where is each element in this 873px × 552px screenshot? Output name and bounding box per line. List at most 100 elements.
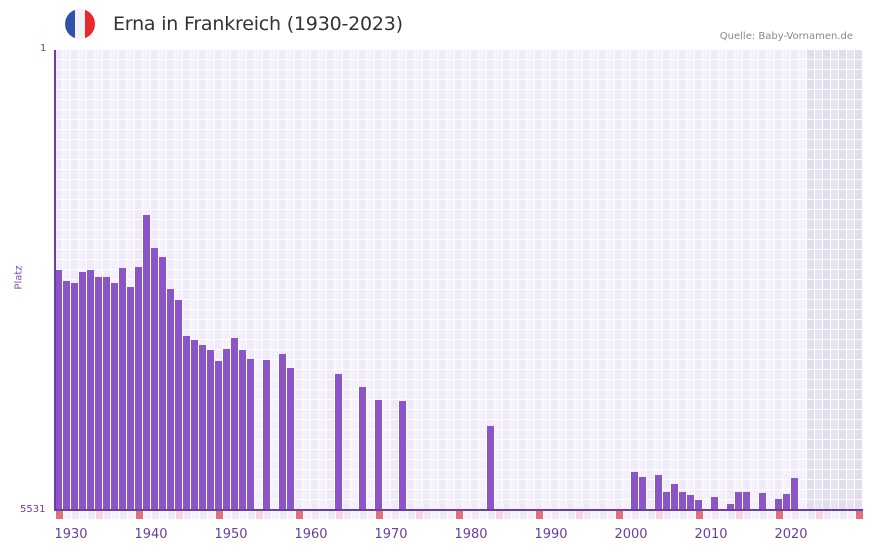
grid-cell — [287, 290, 295, 300]
grid-cell — [239, 70, 247, 80]
bar-1958[interactable] — [279, 354, 286, 510]
grid-cell — [527, 200, 535, 210]
bar-2015[interactable] — [735, 492, 742, 510]
grid-cell — [839, 240, 847, 250]
bar-1932[interactable] — [71, 283, 78, 510]
grid-cell — [695, 460, 703, 470]
bar-2012[interactable] — [711, 497, 718, 510]
grid-cell — [847, 310, 855, 320]
bar-2010[interactable] — [695, 500, 702, 510]
bar-2008[interactable] — [679, 492, 686, 510]
grid-cell — [799, 250, 807, 260]
bar-1938[interactable] — [119, 268, 126, 510]
bar-2022[interactable] — [791, 478, 798, 510]
grid-cell — [511, 120, 519, 130]
bar-1935[interactable] — [95, 277, 102, 510]
bar-2005[interactable] — [655, 475, 662, 510]
bar-1984[interactable] — [487, 426, 494, 510]
bar-1936[interactable] — [103, 277, 110, 510]
bar-1946[interactable] — [183, 336, 190, 510]
grid-cell — [647, 470, 655, 480]
grid-cell — [367, 330, 375, 340]
bar-2020[interactable] — [775, 499, 782, 510]
grid-cell — [855, 240, 863, 250]
grid-cell — [455, 260, 463, 270]
grid-cell — [559, 90, 567, 100]
bar-1939[interactable] — [127, 287, 134, 510]
bar-2014[interactable] — [727, 504, 734, 510]
grid-cell — [359, 150, 367, 160]
bar-1933[interactable] — [79, 272, 86, 510]
grid-cell — [663, 190, 671, 200]
grid-cell — [79, 160, 87, 170]
bar-1954[interactable] — [247, 359, 254, 510]
bar-2002[interactable] — [631, 472, 638, 510]
bar-1940[interactable] — [135, 267, 142, 510]
grid-cell — [495, 380, 503, 390]
grid-cell — [735, 70, 743, 80]
bar-2003[interactable] — [639, 477, 646, 510]
bar-2007[interactable] — [671, 484, 678, 510]
bar-1945[interactable] — [175, 300, 182, 510]
grid-cell — [351, 360, 359, 370]
grid-cell — [543, 300, 551, 310]
grid-cell — [151, 130, 159, 140]
grid-cell — [735, 300, 743, 310]
bar-1943[interactable] — [159, 257, 166, 510]
grid-cell — [567, 180, 575, 190]
bar-1934[interactable] — [87, 270, 94, 510]
grid-cell — [103, 130, 111, 140]
bar-2018[interactable] — [759, 493, 766, 510]
grid-cell — [855, 490, 863, 500]
grid-cell — [431, 230, 439, 240]
half-decade-marker — [736, 511, 743, 519]
grid-cell — [527, 390, 535, 400]
bar-1952[interactable] — [231, 338, 238, 510]
grid-cell — [639, 330, 647, 340]
bar-1953[interactable] — [239, 350, 246, 510]
grid-cell — [207, 120, 215, 130]
grid-cell — [559, 160, 567, 170]
bar-1949[interactable] — [207, 350, 214, 510]
grid-cell — [583, 420, 591, 430]
grid-cell — [551, 230, 559, 240]
grid-cell — [55, 220, 63, 230]
grid-cell — [239, 180, 247, 190]
bar-1948[interactable] — [199, 345, 206, 510]
bar-1956[interactable] — [263, 360, 270, 510]
grid-cell — [391, 330, 399, 340]
bar-1968[interactable] — [359, 387, 366, 510]
grid-cell — [791, 160, 799, 170]
bar-1930[interactable] — [55, 270, 62, 510]
grid-cell — [799, 480, 807, 490]
bar-1937[interactable] — [111, 283, 118, 510]
bar-1941[interactable] — [143, 215, 150, 510]
grid-cell — [599, 240, 607, 250]
bar-1965[interactable] — [335, 374, 342, 510]
bar-2016[interactable] — [743, 492, 750, 510]
grid-cell — [703, 390, 711, 400]
bar-1950[interactable] — [215, 361, 222, 510]
grid-cell — [663, 230, 671, 240]
bar-1970[interactable] — [375, 400, 382, 510]
bar-1959[interactable] — [287, 368, 294, 510]
grid-cell — [279, 230, 287, 240]
grid-cell — [631, 200, 639, 210]
bar-1951[interactable] — [223, 349, 230, 510]
grid-cell — [503, 470, 511, 480]
bar-1942[interactable] — [151, 248, 158, 510]
grid-cell — [823, 460, 831, 470]
grid-cell — [855, 190, 863, 200]
bar-2009[interactable] — [687, 495, 694, 510]
grid-cell — [295, 350, 303, 360]
bar-2006[interactable] — [663, 492, 670, 510]
bar-1931[interactable] — [63, 281, 70, 510]
grid-cell — [695, 220, 703, 230]
bar-1947[interactable] — [191, 340, 198, 510]
bar-2021[interactable] — [783, 494, 790, 510]
grid-cell — [855, 220, 863, 230]
bar-1944[interactable] — [167, 289, 174, 510]
grid-cell — [303, 350, 311, 360]
bar-1973[interactable] — [399, 401, 406, 510]
grid-cell — [215, 320, 223, 330]
